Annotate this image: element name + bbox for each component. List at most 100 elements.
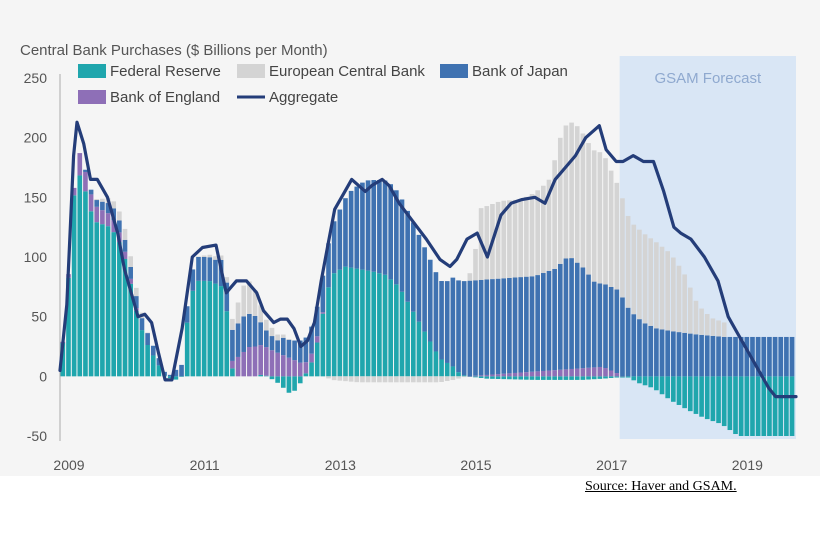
bar-segment-bank-of-japan — [699, 334, 704, 377]
bar-segment-federal-reserve — [699, 376, 704, 417]
bar-segment-bank-of-england — [467, 376, 473, 377]
bar-segment-european-central-bank — [501, 200, 507, 279]
chart-title: Central Bank Purchases ($ Billions per M… — [20, 42, 328, 59]
bar-segment-federal-reserve — [682, 376, 687, 409]
bar-segment-bank-of-england — [303, 362, 309, 374]
bar-segment-bank-of-england — [591, 367, 597, 377]
bar-segment-bank-of-japan — [280, 337, 286, 356]
bar-segment-bank-of-japan — [388, 184, 394, 280]
legend-item: Federal Reserve — [78, 63, 221, 80]
bar-segment-bank-of-japan — [314, 306, 320, 337]
bar-segment-bank-of-england — [546, 370, 552, 377]
bar-segment-bank-of-japan — [580, 267, 586, 369]
bar-segment-bank-of-japan — [399, 199, 405, 292]
aggregate-line — [58, 120, 798, 399]
bar-segment-bank-of-england — [77, 153, 83, 176]
bar-segment-european-central-bank — [280, 334, 286, 338]
bar-segment-federal-reserve — [297, 376, 303, 384]
bar-segment-european-central-bank — [552, 160, 557, 269]
bar-segment-federal-reserve — [230, 368, 235, 377]
bar-segment-federal-reserve — [529, 376, 535, 380]
bar-segment-bank-of-japan — [597, 283, 603, 367]
bar-segment-bank-of-japan — [687, 333, 693, 377]
bar-segment-european-central-bank — [433, 376, 439, 383]
bar-segment-bank-of-japan — [326, 243, 331, 288]
bar-segment-federal-reserve — [495, 376, 501, 379]
bar-segment-bank-of-england — [518, 372, 524, 377]
bar-segment-european-central-bank — [399, 376, 405, 383]
bar-segment-federal-reserve — [789, 376, 795, 436]
bar-segment-federal-reserve — [207, 281, 213, 377]
bar-segment-federal-reserve — [614, 376, 620, 378]
bar-segment-federal-reserve — [150, 355, 156, 377]
bar-segment-european-central-bank — [241, 285, 247, 317]
bar-segment-european-central-bank — [439, 376, 444, 383]
bar-segment-federal-reserve — [552, 376, 557, 380]
bar-segment-bank-of-japan — [354, 186, 360, 269]
bar-segment-european-central-bank — [535, 190, 540, 276]
bar-segment-bank-of-japan — [535, 275, 540, 372]
bar-segment-federal-reserve — [784, 376, 789, 436]
legend-swatch — [78, 64, 106, 78]
bar-segment-bank-of-japan — [546, 270, 552, 371]
bar-segment-federal-reserve — [405, 301, 410, 377]
bar-segment-federal-reserve — [750, 376, 755, 436]
bar-segment-bank-of-japan — [365, 180, 371, 271]
bar-segment-federal-reserve — [348, 267, 354, 377]
bar-segment-european-central-bank — [546, 179, 552, 271]
bar-segment-bank-of-japan — [727, 336, 733, 377]
bar-segment-bank-of-japan — [704, 335, 710, 377]
bar-segment-bank-of-japan — [247, 313, 252, 347]
bar-segment-bank-of-japan — [167, 374, 173, 377]
bar-segment-federal-reserve — [761, 376, 767, 436]
bar-segment-bank-of-japan — [433, 272, 439, 352]
bar-segment-bank-of-japan — [303, 337, 309, 363]
bar-segment-european-central-bank — [388, 376, 394, 383]
bar-segment-bank-of-england — [320, 312, 326, 314]
bar-segment-bank-of-japan — [190, 269, 196, 291]
bar-segment-european-central-bank — [597, 152, 603, 284]
bar-segment-bank-of-japan — [591, 281, 597, 368]
bar-segment-federal-reserve — [642, 376, 648, 386]
bar-segment-bank-of-japan — [631, 314, 637, 377]
bar-segment-bank-of-japan — [230, 329, 235, 361]
y-tick-label: 250 — [24, 70, 48, 86]
legend-label: Aggregate — [269, 89, 338, 106]
x-tick-label: 2009 — [53, 457, 84, 473]
bar-segment-federal-reserve — [60, 343, 66, 377]
bar-segment-bank-of-japan — [184, 306, 190, 323]
y-tick-label: 100 — [24, 249, 48, 265]
bar-segment-european-central-bank — [275, 334, 280, 341]
bar-segment-bank-of-japan — [761, 336, 767, 377]
bar-segment-federal-reserve — [733, 376, 738, 435]
bar-segment-bank-of-japan — [309, 326, 314, 354]
bar-segment-federal-reserve — [394, 284, 399, 377]
bar-segment-bank-of-japan — [201, 257, 207, 281]
bar-segment-european-central-bank — [128, 256, 133, 267]
bar-segment-bank-of-england — [88, 194, 94, 212]
bar-segment-bank-of-england — [235, 356, 241, 377]
legend-item: Aggregate — [237, 89, 338, 106]
bar-segment-bank-of-japan — [665, 330, 670, 377]
legend-label: Federal Reserve — [110, 63, 221, 80]
bar-segment-federal-reserve — [727, 376, 733, 431]
bar-segment-bank-of-england — [620, 376, 625, 377]
bar-segment-bank-of-japan — [275, 340, 280, 353]
bar-segment-bank-of-japan — [648, 325, 654, 377]
bar-segment-federal-reserve — [83, 191, 88, 377]
bar-segment-federal-reserve — [326, 287, 331, 377]
legend-item: Bank of Japan — [440, 63, 568, 80]
bar-segment-bank-of-japan — [625, 307, 631, 377]
bar-segment-european-central-bank — [461, 376, 467, 378]
bar-segment-federal-reserve — [410, 311, 416, 377]
y-tick-label: 0 — [39, 368, 47, 384]
bar-segment-bank-of-japan — [710, 335, 716, 377]
bar-segment-bank-of-japan — [224, 282, 230, 312]
bar-segment-bank-of-japan — [320, 275, 326, 313]
bar-segment-bank-of-england — [83, 171, 88, 192]
bar-segment-bank-of-japan — [637, 319, 642, 377]
bar-segment-federal-reserve — [190, 290, 196, 377]
bar-segment-bank-of-england — [552, 370, 557, 377]
bar-segment-european-central-bank — [524, 196, 529, 277]
bar-segment-bank-of-japan — [337, 209, 343, 270]
